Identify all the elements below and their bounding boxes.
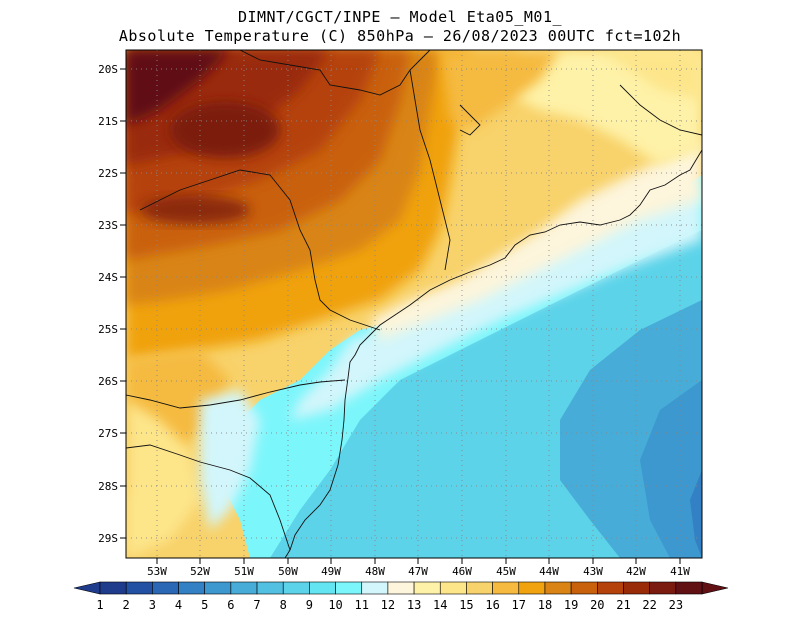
colorbar-swatch: [152, 581, 179, 595]
colorbar-swatch: [178, 581, 205, 595]
colorbar-arrow-right: [701, 581, 729, 595]
colorbar-label: 2: [123, 598, 130, 612]
lon-label: 46W: [452, 565, 472, 578]
colorbar-swatch: [413, 581, 441, 595]
colorbar-swatch: [256, 581, 284, 595]
lon-label: 48W: [365, 565, 385, 578]
coastline-and-borders: [126, 50, 702, 558]
colorbar-arrow-left: [73, 581, 101, 595]
lat-labels: 20S 21S 22S 23S 24S 25S 26S 27S 28S 29S: [98, 63, 118, 545]
colorbar-swatch: [230, 581, 258, 595]
lon-label: 52W: [190, 565, 210, 578]
colorbar-swatch: [309, 581, 336, 595]
lat-label: 24S: [98, 271, 118, 284]
lat-label: 21S: [98, 115, 118, 128]
colorbar-swatch: [649, 581, 677, 595]
lat-label: 20S: [98, 63, 118, 76]
colorbar-label: 14: [433, 598, 447, 612]
colorbar-swatch: [544, 581, 572, 595]
colorbar-swatch: [125, 581, 153, 595]
colorbar-label: 13: [407, 598, 421, 612]
temperature-field: [126, 50, 702, 558]
colorbar-swatch: [439, 581, 467, 595]
map-frame: [125, 49, 703, 559]
colorbar-label: 16: [485, 598, 499, 612]
axis-ticks: [120, 68, 681, 564]
colorbar-swatch: [466, 581, 493, 595]
colorbar-label: 19: [564, 598, 578, 612]
colorbar-label: 8: [280, 598, 287, 612]
colorbar-label: 1: [96, 598, 103, 612]
lat-label: 26S: [98, 375, 118, 388]
colorbar-label: 5: [201, 598, 208, 612]
colorbar-label: 6: [227, 598, 234, 612]
lat-label: 22S: [98, 167, 118, 180]
colorbar-swatch: [335, 581, 363, 595]
colorbar-swatch: [492, 581, 520, 595]
colorbar-label: 23: [669, 598, 683, 612]
colorbar-label: 21: [616, 598, 630, 612]
lat-label: 23S: [98, 219, 118, 232]
lon-label: 53W: [147, 565, 167, 578]
colorbar-label: 7: [253, 598, 260, 612]
colorbar-swatch: [597, 581, 624, 595]
colorbar-swatch: [623, 581, 650, 595]
colorbar-label: 20: [590, 598, 604, 612]
lat-label: 28S: [98, 480, 118, 493]
colorbar-swatch: [99, 581, 127, 595]
lon-label: 51W: [234, 565, 254, 578]
title-line-1: DIMNT/CGCT/INPE – Model Eta05_M01_: [237, 8, 563, 26]
colorbar-label: 15: [459, 598, 473, 612]
colorbar-label: 17: [512, 598, 526, 612]
grid-lines: [126, 50, 702, 558]
colorbar-label: 10: [328, 598, 342, 612]
colorbar-swatch: [387, 581, 415, 595]
lon-labels: 53W 52W 51W 50W 49W 48W 47W 46W 45W 44W …: [147, 565, 690, 578]
colorbar-swatch: [204, 581, 232, 595]
lon-label: 42W: [626, 565, 646, 578]
lon-label: 47W: [408, 565, 428, 578]
lon-label: 50W: [278, 565, 298, 578]
colorbar-label: 3: [149, 598, 156, 612]
colorbar-label: 22: [642, 598, 656, 612]
lon-label: 49W: [321, 565, 341, 578]
colorbar-swatch: [361, 581, 389, 595]
colorbar-swatch: [282, 581, 310, 595]
title-line-2: Absolute Temperature (C) 850hPa – 26/08/…: [118, 27, 682, 45]
lon-label: 45W: [496, 565, 516, 578]
lat-label: 29S: [98, 532, 118, 545]
colorbar-label: 12: [381, 598, 395, 612]
colorbar-swatch: [675, 581, 703, 595]
colorbar-label: 18: [538, 598, 552, 612]
colorbar-label: 9: [306, 598, 313, 612]
lon-label: 41W: [670, 565, 690, 578]
lon-label: 44W: [539, 565, 559, 578]
colorbar-label: 11: [355, 598, 369, 612]
colorbar-swatch: [518, 581, 546, 595]
lon-label: 43W: [583, 565, 603, 578]
colorbar-label: 4: [175, 598, 182, 612]
colorbar-swatch: [570, 581, 598, 595]
colorbar: 1 2 3 4 5 6 7 8 9 10 11 12 13 14 15 16 17 18 19 20 21 22 23: [73, 581, 729, 612]
lat-label: 27S: [98, 427, 118, 440]
lat-label: 25S: [98, 323, 118, 336]
